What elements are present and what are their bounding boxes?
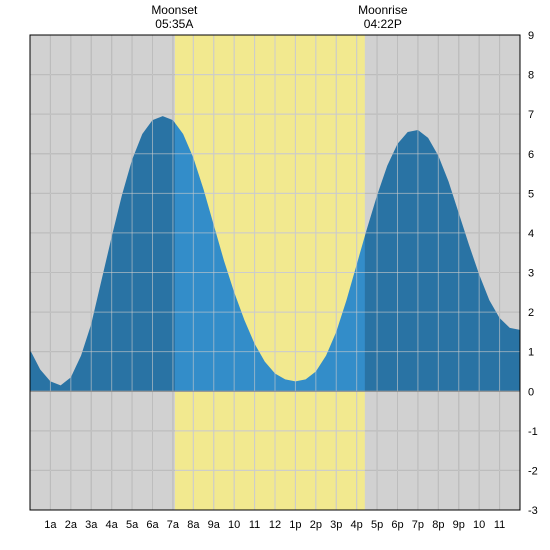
y-tick-label: -1 [528, 426, 538, 438]
x-tick-label: 6a [146, 519, 159, 531]
moonset-time: 05:35A [155, 17, 193, 31]
x-tick-label: 2a [65, 519, 78, 531]
y-tick-label: 5 [528, 188, 534, 200]
x-tick-label: 12 [269, 519, 281, 531]
x-tick-label: 10 [473, 519, 485, 531]
tide-chart: -3-2-101234567891a2a3a4a5a6a7a8a9a101112… [0, 0, 550, 550]
x-tick-label: 2p [310, 519, 322, 531]
y-tick-label: 8 [528, 70, 534, 82]
y-tick-label: 7 [528, 109, 534, 121]
x-tick-label: 8a [187, 519, 200, 531]
y-tick-label: -2 [528, 465, 538, 477]
x-tick-label: 10 [228, 519, 240, 531]
y-tick-label: 1 [528, 347, 534, 359]
x-tick-label: 9p [453, 519, 465, 531]
chart-svg: -3-2-101234567891a2a3a4a5a6a7a8a9a101112… [0, 0, 550, 550]
x-tick-label: 5p [371, 519, 383, 531]
y-tick-label: 3 [528, 268, 534, 280]
x-tick-label: 8p [432, 519, 444, 531]
x-tick-label: 9a [208, 519, 221, 531]
x-tick-label: 11 [494, 519, 505, 531]
x-tick-label: 4p [351, 519, 363, 531]
x-tick-label: 7p [412, 519, 424, 531]
x-tick-label: 5a [126, 519, 139, 531]
x-tick-label: 3a [85, 519, 98, 531]
x-tick-label: 4a [106, 519, 119, 531]
moonset-label: Moonset [151, 3, 198, 17]
x-tick-label: 6p [391, 519, 403, 531]
y-tick-label: 2 [528, 307, 534, 319]
x-tick-label: 11 [249, 519, 260, 531]
moonrise-label: Moonrise [358, 3, 408, 17]
y-tick-label: 6 [528, 149, 534, 161]
x-tick-label: 3p [330, 519, 342, 531]
x-tick-label: 1a [44, 519, 57, 531]
y-tick-label: 9 [528, 30, 534, 42]
x-tick-label: 7a [167, 519, 180, 531]
x-tick-label: 1p [289, 519, 301, 531]
y-tick-label: 4 [528, 228, 534, 240]
moonrise-time: 04:22P [364, 17, 402, 31]
y-tick-label: 0 [528, 386, 534, 398]
y-tick-label: -3 [528, 505, 538, 517]
